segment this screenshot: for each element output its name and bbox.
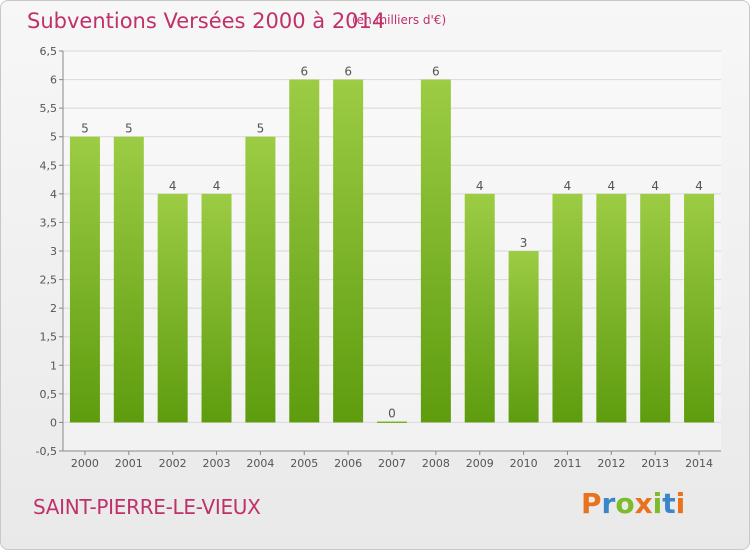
bar-2006 <box>333 79 364 423</box>
x-tick-label-2013: 2013 <box>641 457 669 470</box>
data-label-2001: 5 <box>125 122 133 136</box>
data-label-2012: 4 <box>608 179 616 193</box>
bar-2008 <box>420 79 451 423</box>
y-tick-label: 5 <box>50 131 57 144</box>
x-tick-label-2014: 2014 <box>685 457 713 470</box>
logo-letter: i <box>675 487 686 520</box>
data-label-2005: 6 <box>300 65 308 79</box>
x-tick-label-2010: 2010 <box>510 457 538 470</box>
x-tick-label-2012: 2012 <box>597 457 625 470</box>
chart-subtitle: (en milliers d'€) <box>352 13 447 27</box>
bar-2009 <box>464 193 495 423</box>
bar-2007 <box>377 421 407 423</box>
y-tick-label: 1,5 <box>40 331 58 344</box>
y-tick-label: 4 <box>50 188 57 201</box>
y-tick-label: 4,5 <box>40 159 58 172</box>
bar-2012 <box>596 193 627 423</box>
bar-2013 <box>640 193 671 423</box>
y-tick-label: 6,5 <box>40 45 58 58</box>
data-label-2003: 4 <box>213 179 221 193</box>
x-tick-label-2007: 2007 <box>378 457 406 470</box>
logo-letter: i <box>652 487 663 520</box>
data-label-2006: 6 <box>344 65 352 79</box>
x-tick-label-2011: 2011 <box>553 457 581 470</box>
bar-2014 <box>684 193 715 423</box>
x-tick-label-2004: 2004 <box>246 457 274 470</box>
logo-letter: o <box>615 487 635 520</box>
bar-2002 <box>157 193 188 423</box>
data-label-2000: 5 <box>81 122 89 136</box>
bar-2001 <box>113 136 144 423</box>
data-label-2011: 4 <box>564 179 572 193</box>
logo-letter: P <box>581 487 602 520</box>
proxiti-logo: Proxiti <box>581 487 685 520</box>
x-tick-label-2009: 2009 <box>466 457 494 470</box>
data-label-2010: 3 <box>520 236 528 250</box>
y-tick-label: 3 <box>50 245 57 258</box>
y-tick-label: 0 <box>50 416 57 429</box>
logo-letter: t <box>662 487 676 520</box>
x-tick-label-2005: 2005 <box>290 457 318 470</box>
bar-2011 <box>552 193 583 423</box>
x-tick-label-2008: 2008 <box>422 457 450 470</box>
bar-2004 <box>245 136 276 423</box>
data-label-2009: 4 <box>476 179 484 193</box>
bar-2003 <box>201 193 232 423</box>
y-tick-label: 6 <box>50 74 57 87</box>
y-tick-label: 5,5 <box>40 102 58 115</box>
chart-title: Subventions Versées 2000 à 2014 <box>27 9 386 33</box>
x-tick-label-2002: 2002 <box>159 457 187 470</box>
y-tick-label: 3,5 <box>40 216 58 229</box>
bar-2000 <box>69 136 100 423</box>
commune-name: SAINT-PIERRE-LE-VIEUX <box>33 495 261 519</box>
data-label-2007: 0 <box>388 406 396 420</box>
y-tick-label: 2,5 <box>40 274 58 287</box>
y-tick-label: -0,5 <box>36 445 57 458</box>
x-tick-label-2001: 2001 <box>115 457 143 470</box>
y-tick-label: 1 <box>50 359 57 372</box>
logo-letter: r <box>601 487 616 520</box>
data-label-2014: 4 <box>695 179 703 193</box>
logo-letter: x <box>634 487 653 520</box>
x-tick-label-2006: 2006 <box>334 457 362 470</box>
data-label-2013: 4 <box>651 179 659 193</box>
bar-2010 <box>508 251 539 423</box>
y-tick-label: 0,5 <box>40 388 58 401</box>
bar-2005 <box>289 79 320 423</box>
x-tick-label-2000: 2000 <box>71 457 99 470</box>
data-label-2008: 6 <box>432 65 440 79</box>
x-tick-label-2003: 2003 <box>203 457 231 470</box>
data-label-2004: 5 <box>257 122 265 136</box>
data-label-2002: 4 <box>169 179 177 193</box>
y-tick-label: 2 <box>50 302 57 315</box>
